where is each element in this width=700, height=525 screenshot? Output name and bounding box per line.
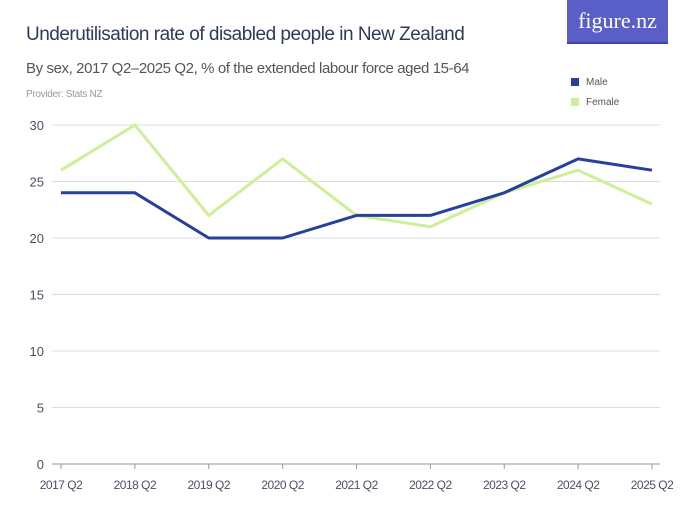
series-line-male (61, 157, 653, 240)
legend-label: Female (586, 96, 620, 108)
y-tick-label: 10 (30, 344, 44, 359)
legend: Male Female (571, 72, 619, 112)
chart-title: Underutilisation rate of disabled people… (26, 24, 465, 45)
legend-swatch-male (571, 78, 579, 86)
y-tick-label: 30 (30, 118, 44, 133)
legend-label: Male (586, 76, 608, 88)
x-tick-label: 2023 Q2 (483, 478, 526, 492)
y-tick-label: 0 (37, 457, 44, 472)
y-tick-label: 15 (30, 288, 44, 303)
legend-item-male: Male (571, 72, 619, 92)
provider-label: Provider: Stats NZ (26, 89, 103, 100)
legend-swatch-female (571, 98, 579, 106)
series-line-female (60, 123, 653, 229)
x-tick-label: 2022 Q2 (409, 478, 452, 492)
x-tick-label: 2020 Q2 (261, 478, 304, 492)
legend-item-female: Female (571, 92, 619, 112)
x-tick-label: 2024 Q2 (557, 478, 600, 492)
figure-nz-logo[interactable]: figure.nz (567, 0, 668, 44)
x-tick-label: 2025 Q2 (631, 478, 674, 492)
x-tick-label: 2019 Q2 (187, 478, 230, 492)
x-tick-label: 2018 Q2 (114, 478, 157, 492)
chart-subtitle: By sex, 2017 Q2–2025 Q2, % of the extend… (26, 60, 470, 77)
x-tick-label: 2021 Q2 (335, 478, 378, 492)
x-tick-label: 2017 Q2 (40, 478, 83, 492)
y-tick-label: 20 (30, 231, 44, 246)
y-tick-label: 5 (37, 401, 44, 416)
y-tick-label: 25 (30, 175, 44, 190)
